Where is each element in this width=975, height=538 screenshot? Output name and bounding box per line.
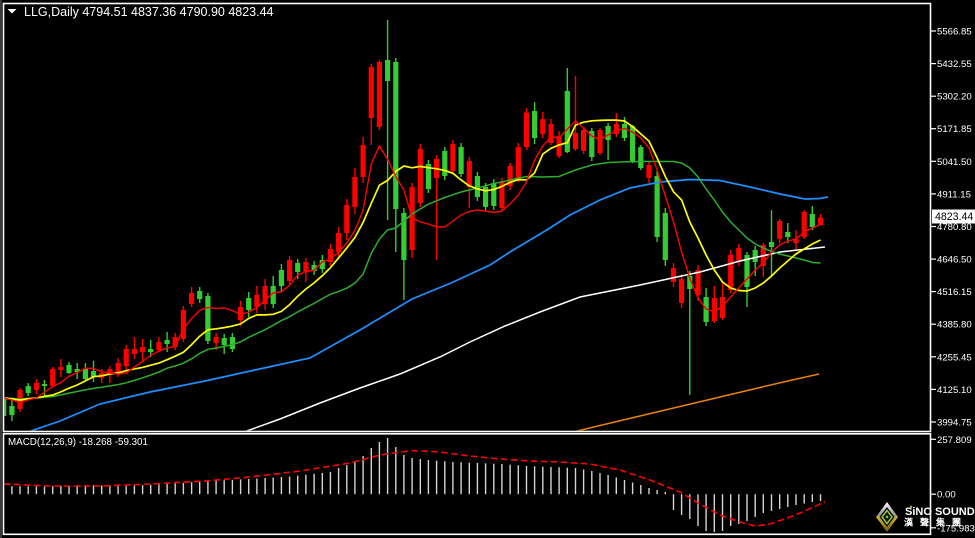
- svg-text:4125.10: 4125.10: [937, 385, 972, 396]
- svg-text:5041.50: 5041.50: [937, 157, 972, 168]
- svg-text:4255.45: 4255.45: [937, 352, 972, 363]
- svg-text:5432.55: 5432.55: [937, 59, 972, 70]
- svg-text:3994.75: 3994.75: [937, 418, 972, 429]
- svg-text:4385.80: 4385.80: [937, 320, 972, 331]
- svg-text:5566.85: 5566.85: [937, 27, 972, 38]
- svg-text:5302.20: 5302.20: [937, 92, 972, 103]
- svg-text:漢聲集團: 漢聲集團: [904, 517, 968, 528]
- svg-text:-175.983: -175.983: [937, 523, 975, 534]
- svg-text:4646.50: 4646.50: [937, 255, 972, 266]
- svg-text:4780.80: 4780.80: [937, 222, 972, 233]
- svg-text:4516.15: 4516.15: [937, 287, 972, 298]
- svg-text:257.809: 257.809: [937, 435, 972, 446]
- svg-text:4911.15: 4911.15: [937, 189, 971, 200]
- svg-text:LLG,Daily 4794.51 4837.36 479: LLG,Daily 4794.51 4837.36 4790.90 4823.4…: [24, 5, 274, 19]
- svg-text:4823.44: 4823.44: [935, 211, 973, 223]
- svg-text:SiNO SOUND: SiNO SOUND: [905, 506, 975, 518]
- svg-text:MACD(12,26,9) -18.268 -59.301: MACD(12,26,9) -18.268 -59.301: [8, 437, 148, 448]
- svg-text:5171.85: 5171.85: [937, 124, 972, 135]
- svg-text:0.00: 0.00: [937, 490, 956, 501]
